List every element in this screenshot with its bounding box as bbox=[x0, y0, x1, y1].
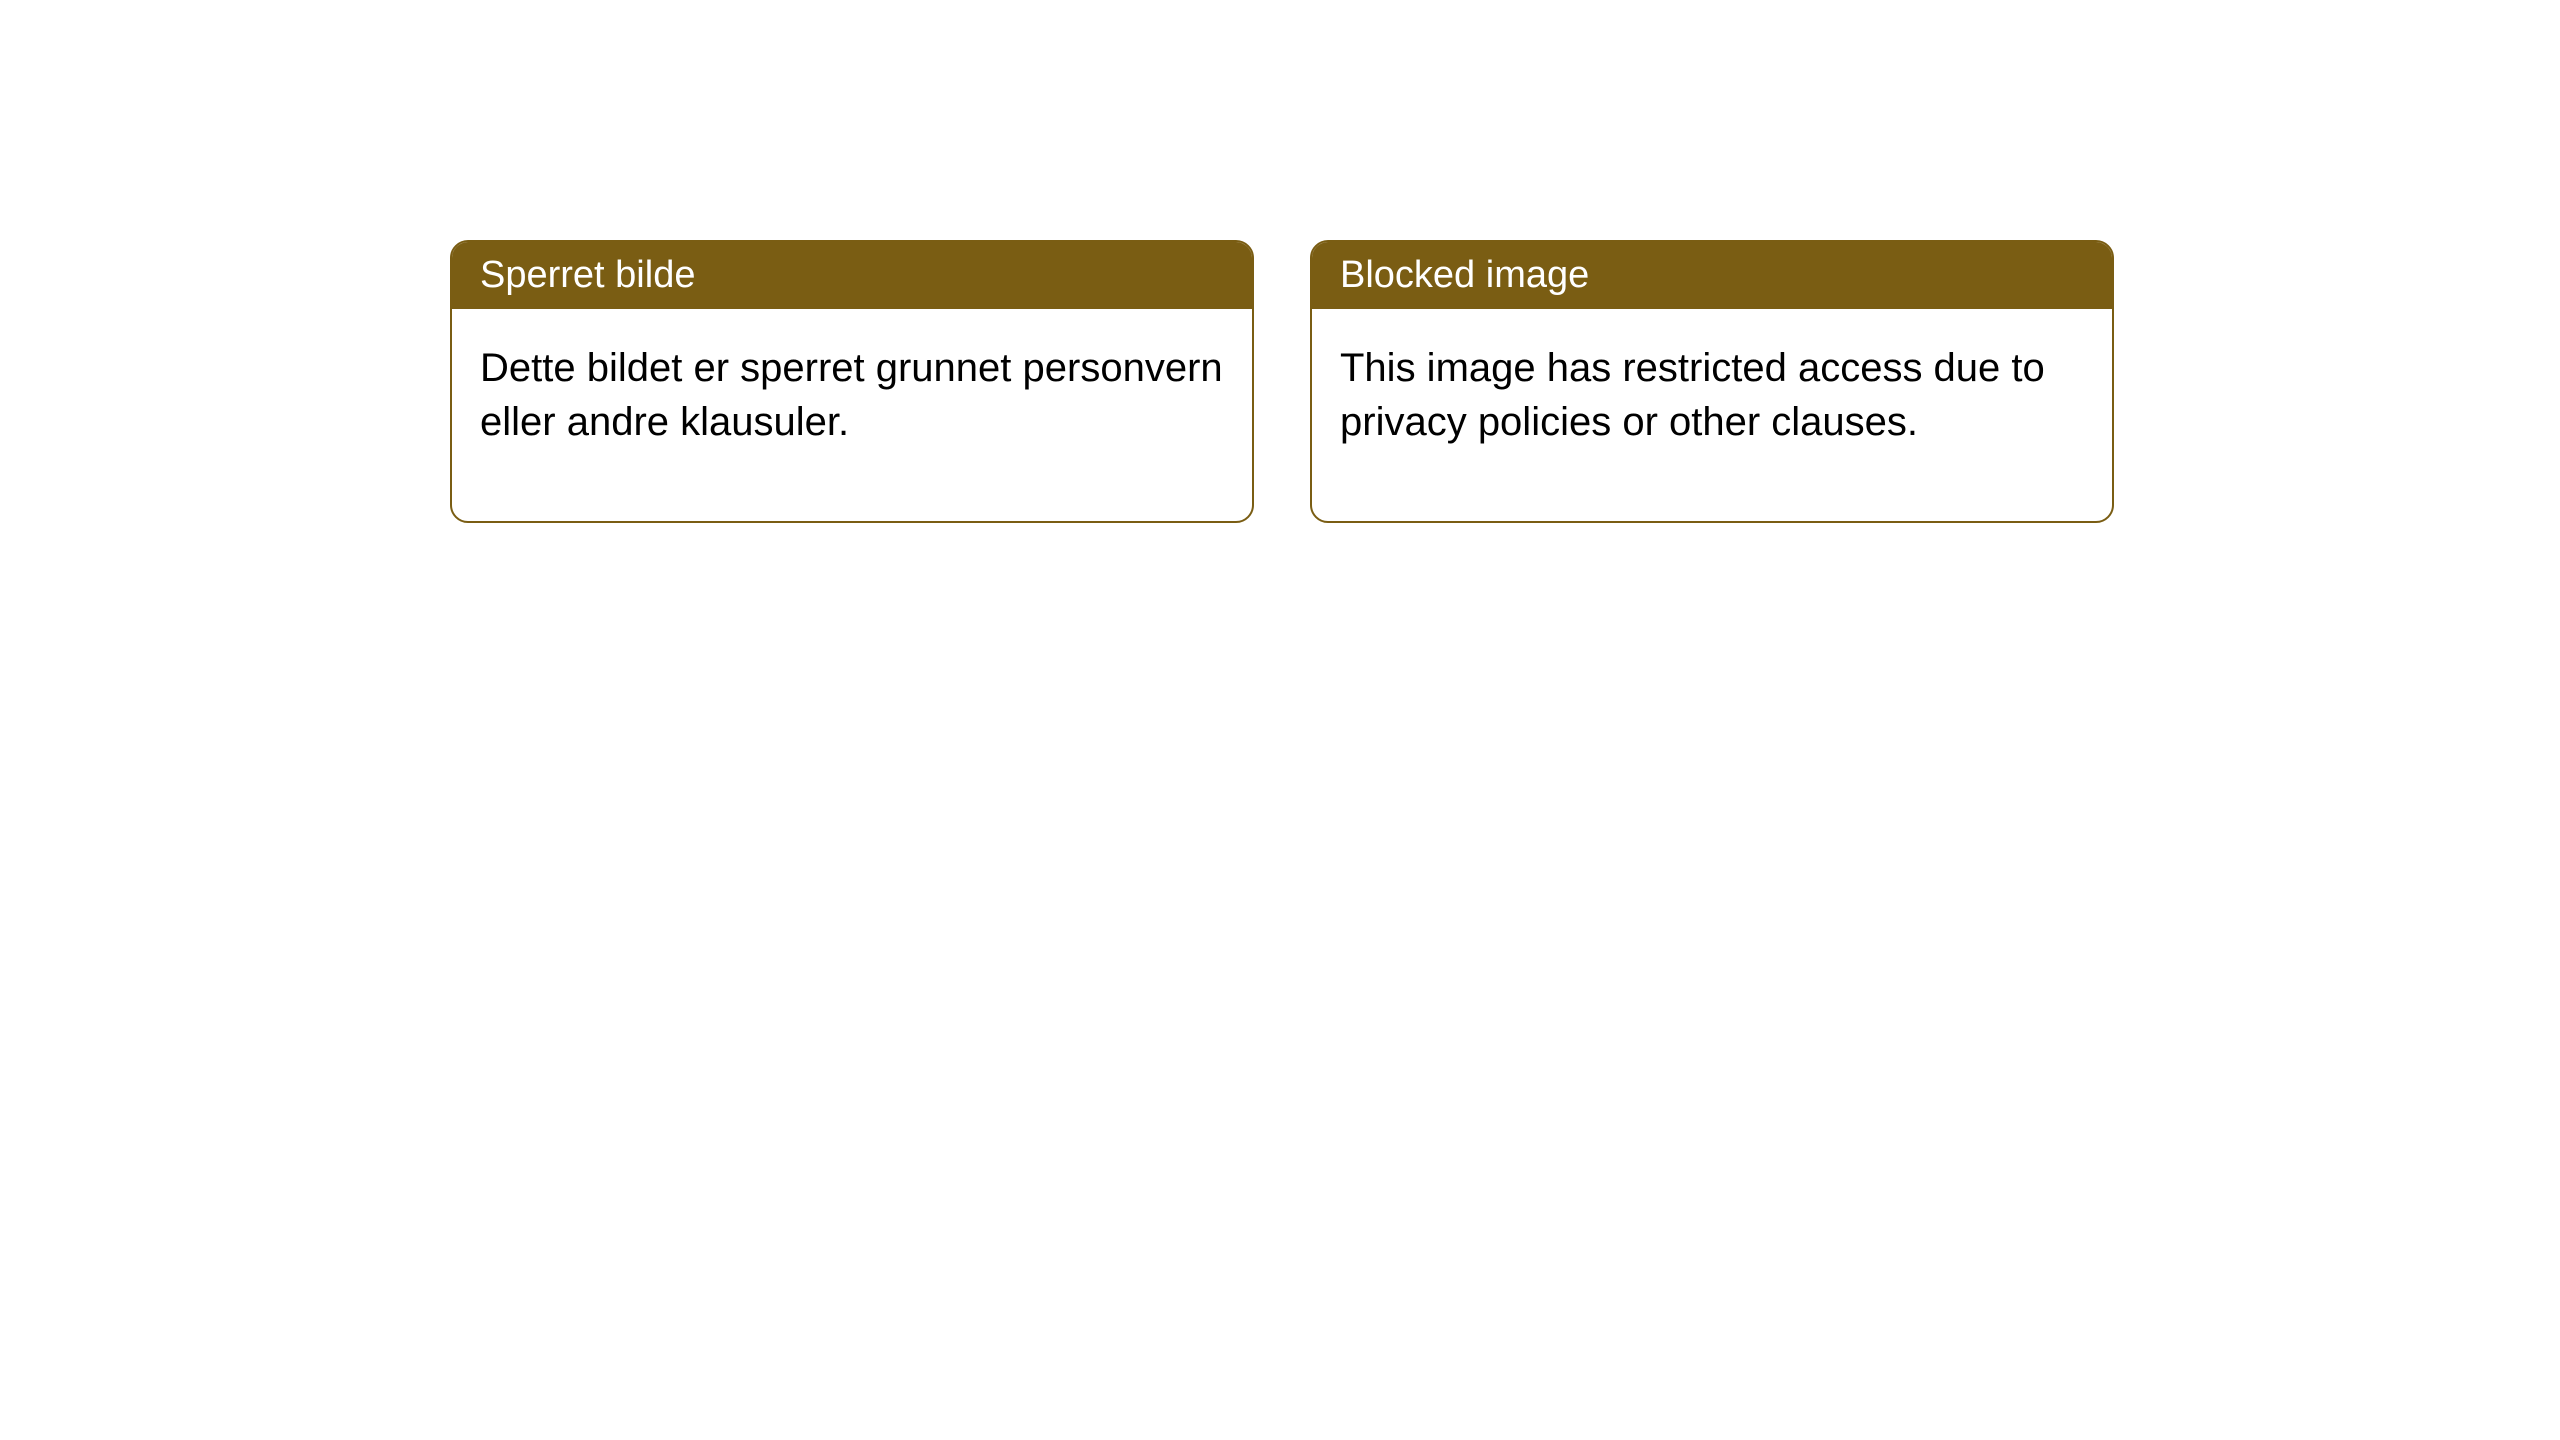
notice-card-norwegian: Sperret bilde Dette bildet er sperret gr… bbox=[450, 240, 1254, 523]
notice-card-body: This image has restricted access due to … bbox=[1312, 309, 2112, 521]
notice-card-title: Sperret bilde bbox=[452, 242, 1252, 309]
notice-card-english: Blocked image This image has restricted … bbox=[1310, 240, 2114, 523]
notice-card-body: Dette bildet er sperret grunnet personve… bbox=[452, 309, 1252, 521]
notice-container: Sperret bilde Dette bildet er sperret gr… bbox=[450, 240, 2114, 523]
notice-card-title: Blocked image bbox=[1312, 242, 2112, 309]
